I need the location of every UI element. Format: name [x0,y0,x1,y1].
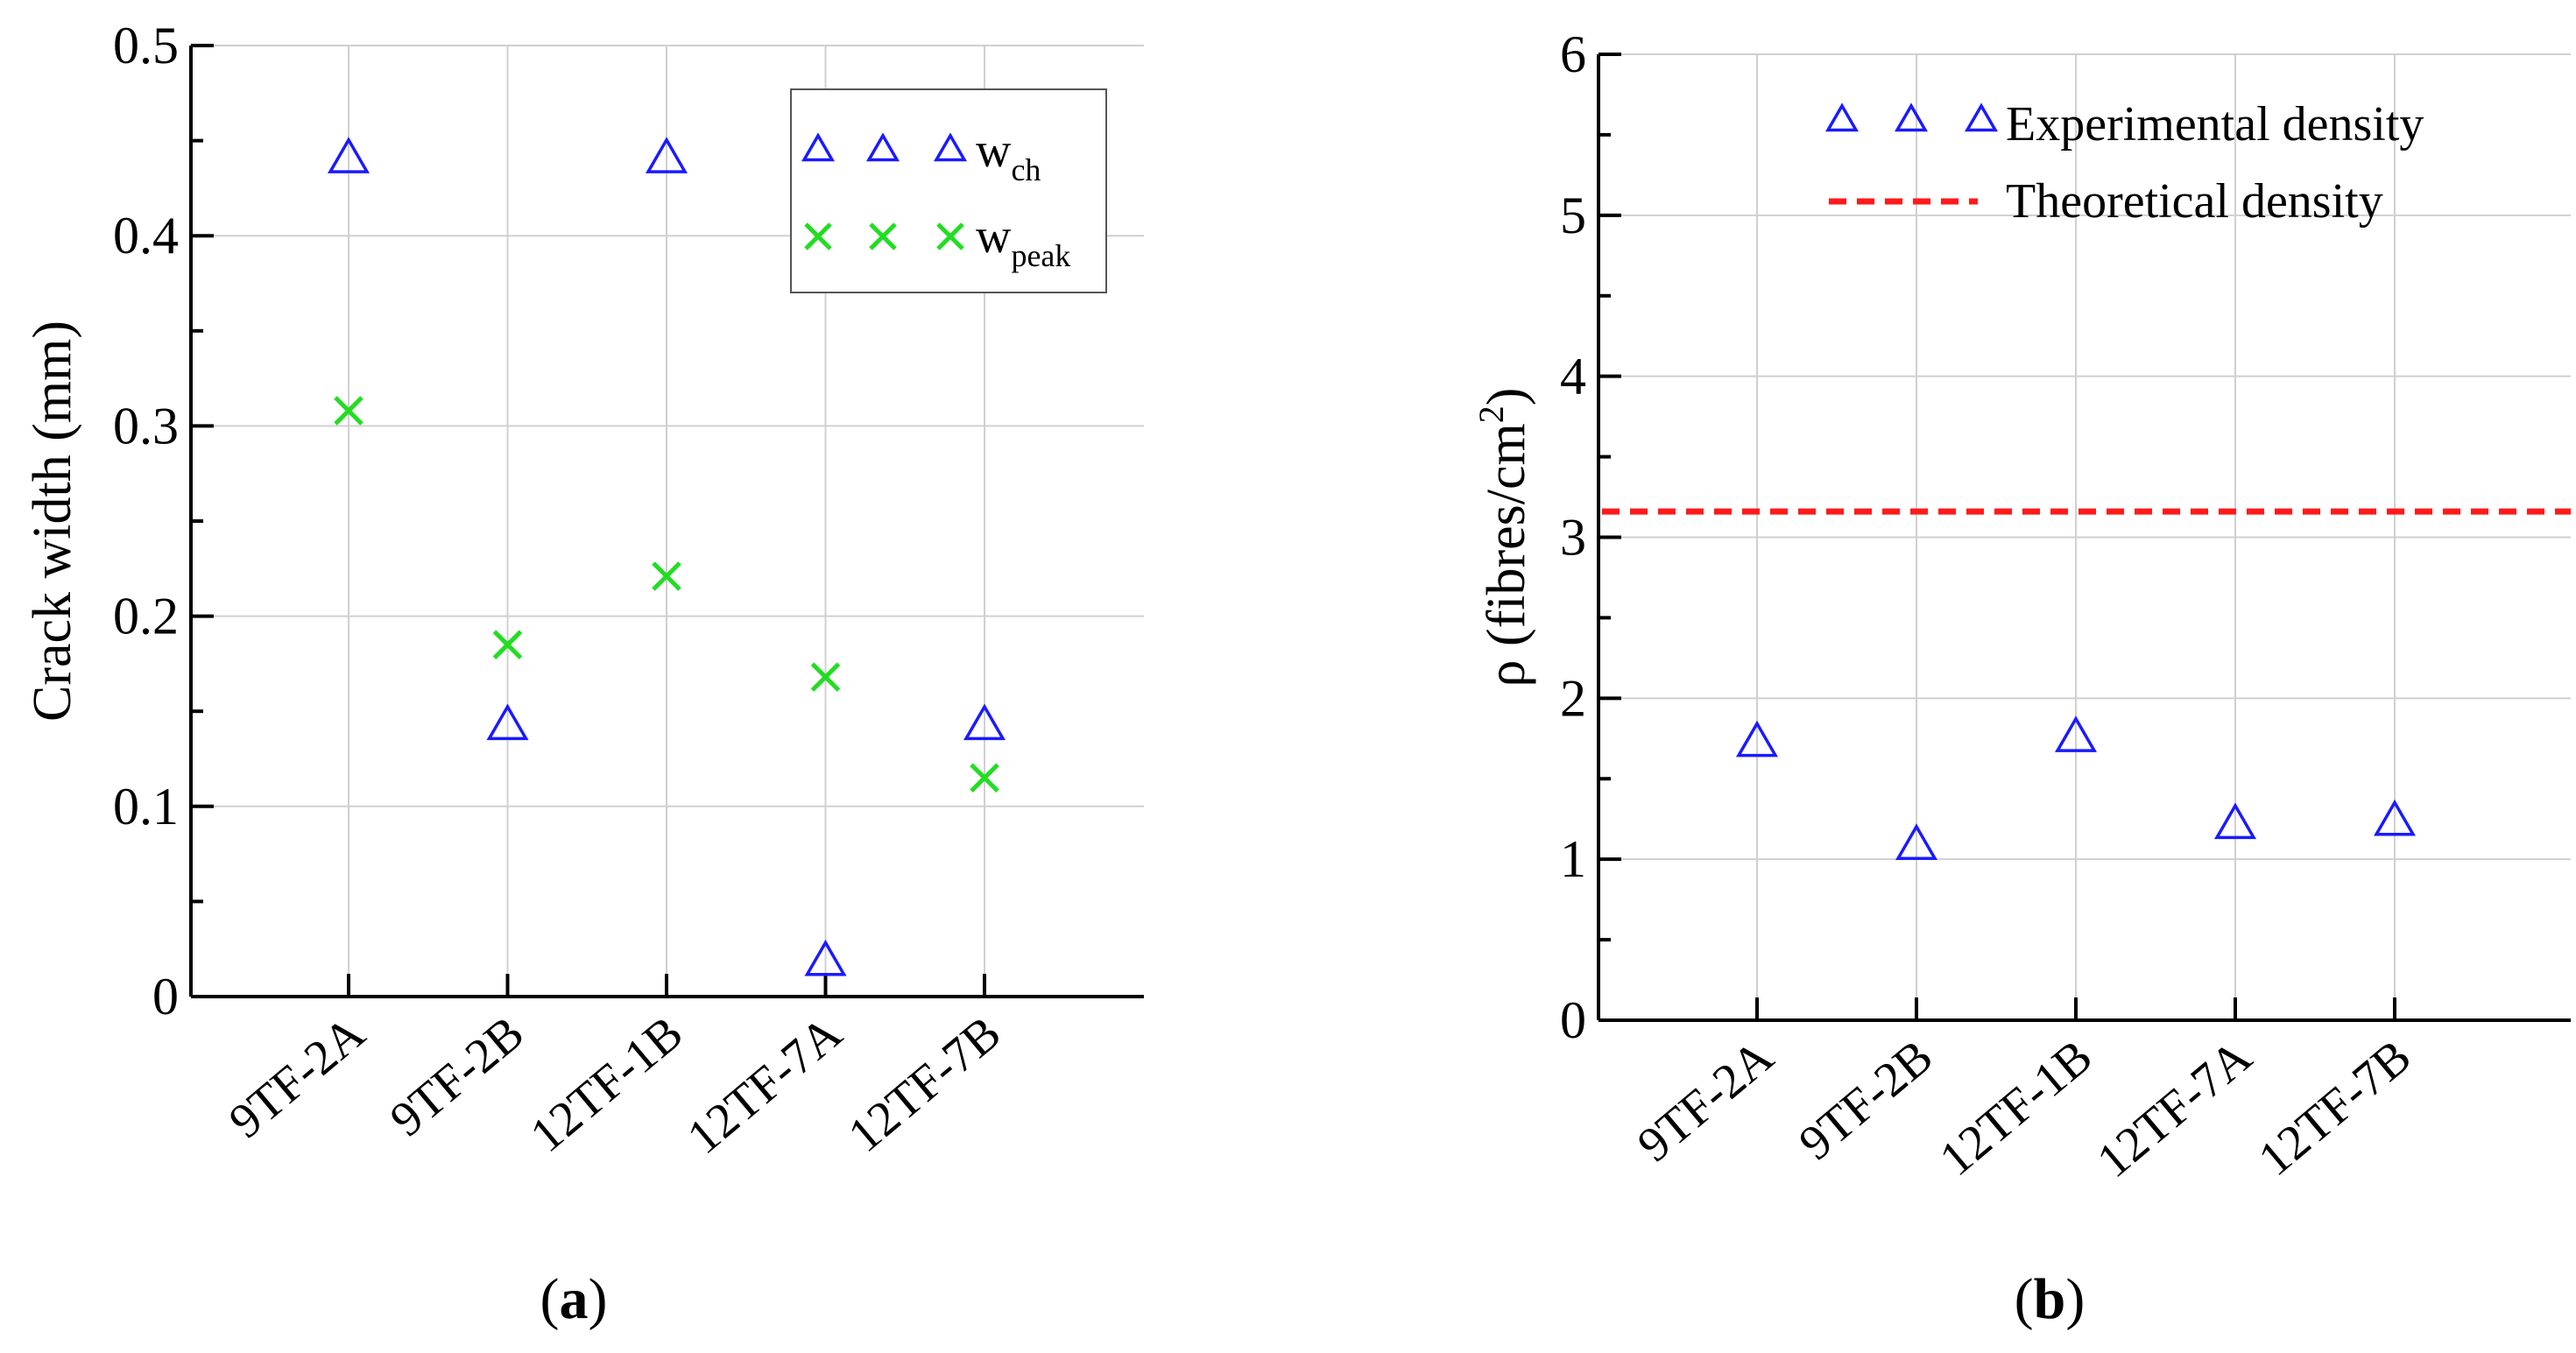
x-tick-label: 12TF-7A [2087,1029,2262,1188]
x-tick-label: 9TF-2A [1627,1029,1784,1173]
legend-marker-ch [933,132,968,162]
point-ch [645,137,688,173]
y-tick-label: 0.2 [113,588,179,645]
legend-marker-peak [804,222,832,250]
point-experimental [2213,802,2257,840]
legend-marker-ch [801,132,836,162]
legend-marker-experimental [1964,102,1999,132]
legend-label-peak: wpeak [976,209,1070,273]
point-experimental [1895,823,1938,861]
y-tick-label: 0.4 [113,207,179,264]
x-tick-label: 9TF-2B [380,1005,534,1146]
point-peak [970,763,999,793]
point-ch [804,939,847,976]
legend-label-theoretical: Theoretical density [2006,174,2383,229]
legend-label-ch: wch [976,123,1041,187]
point-peak [334,396,363,426]
x-tick-label: 12TF-7B [2248,1029,2421,1186]
x-tick-label: 12TF-7A [677,1005,852,1165]
x-tick-label: 12TF-1B [520,1005,693,1162]
point-ch [486,703,529,741]
point-experimental [2373,799,2417,836]
legend-marker-peak [869,222,897,250]
point-ch [963,703,1006,741]
legend-marker-experimental [1894,102,1929,132]
y-tick-label: 0.1 [113,778,179,835]
y-axis-title: Crack width (mm) [23,321,82,722]
y-tick-label: 6 [1560,25,1586,83]
point-ch [327,137,371,173]
point-experimental [2054,715,2098,752]
panel-label: (b) [2015,1267,2086,1331]
legend-box [790,88,1107,293]
point-peak [492,630,523,659]
point-experimental [1735,720,1779,758]
x-tick-label: 9TF-2A [219,1005,376,1149]
point-peak [810,662,841,692]
y-tick-label: 0.3 [113,397,179,455]
x-tick-label: 12TF-1B [1930,1029,2102,1186]
y-tick-label: 3 [1560,509,1586,567]
x-tick-label: 9TF-2B [1789,1029,1944,1170]
x-tick-label: 12TF-7B [838,1005,1011,1162]
y-tick-label: 0.5 [113,17,179,74]
y-tick-label: 0 [1560,991,1586,1049]
legend-marker-peak [936,222,964,250]
y-tick-label: 5 [1560,187,1586,244]
legend-marker-ch [865,132,900,162]
y-tick-label: 0 [152,968,179,1025]
chart-b: 0 1 2 3 4 5 6 9TF-2A 9TF-2B12TF-1B12TF-7A12TF-7B… [1471,25,2571,1331]
y-axis-title: ρ (fibres/cm2) [1471,388,1536,687]
legend-marker-experimental [1824,102,1860,132]
y-tick-label: 2 [1560,669,1586,727]
point-peak [652,561,681,591]
y-tick-label: 4 [1560,348,1586,405]
panel-label: (a) [540,1267,608,1331]
y-tick-label: 1 [1560,830,1586,888]
legend-label-experimental: Experimental density [2006,97,2424,152]
